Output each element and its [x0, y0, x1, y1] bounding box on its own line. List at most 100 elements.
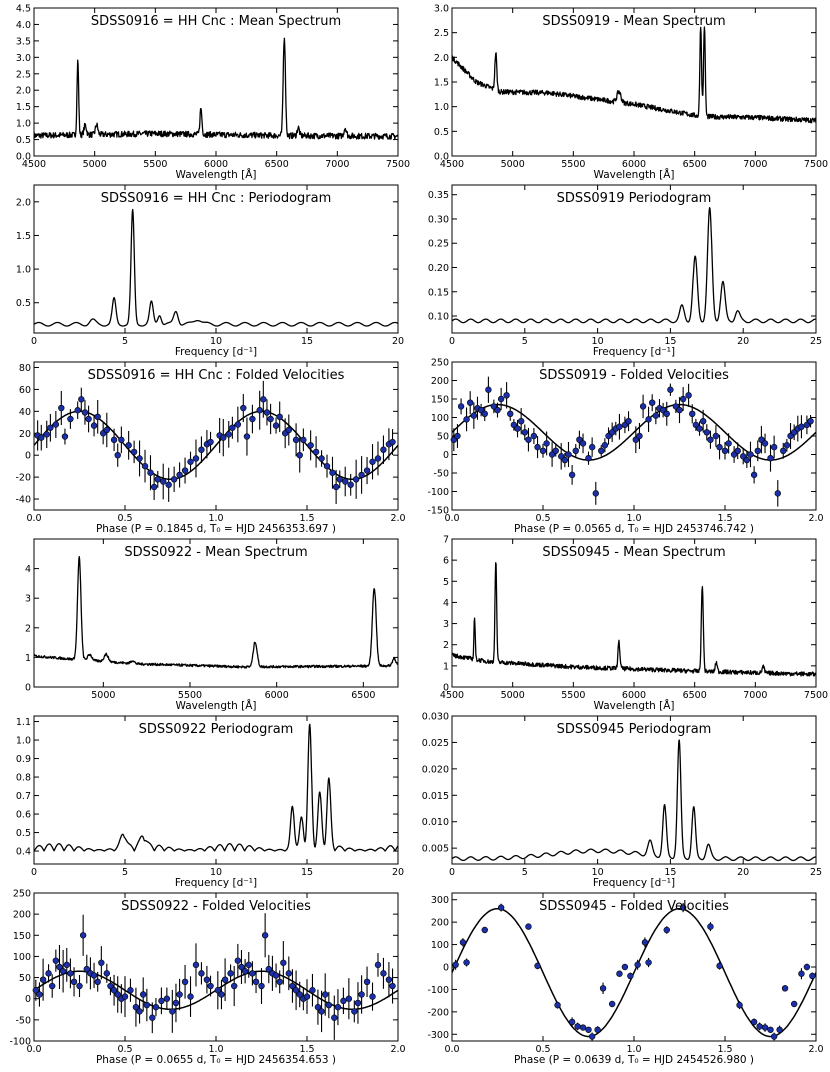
x-tick-label: 10 — [210, 336, 222, 347]
velocity-point — [149, 1014, 156, 1021]
velocity-point — [521, 429, 528, 436]
velocity-point — [220, 434, 227, 441]
velocity-point — [147, 469, 154, 476]
velocity-point — [225, 431, 232, 438]
y-tick-label: 50 — [19, 973, 31, 984]
x-axis-label: Phase (P = 0.0565 d, T₀ = HJD 2453746.74… — [514, 523, 754, 535]
velocity-point — [56, 963, 63, 971]
y-tick-label: 0 — [443, 683, 449, 694]
y-tick-label: 1.0 — [16, 736, 31, 747]
x-tick-label: 1.0 — [208, 1044, 223, 1055]
velocity-point — [336, 476, 343, 483]
x-tick-label: 25 — [810, 867, 822, 878]
x-tick-label: 0.5 — [117, 1044, 132, 1055]
velocity-point — [679, 395, 687, 403]
x-tick-label: 10 — [210, 867, 222, 878]
plot-frame — [451, 715, 817, 865]
velocity-point — [114, 991, 121, 998]
velocity-point — [363, 467, 371, 474]
velocity-point — [534, 962, 541, 970]
velocity-point — [514, 425, 521, 432]
velocity-point — [47, 424, 54, 431]
velocity-point — [38, 434, 45, 441]
periodogram-line — [451, 739, 817, 862]
velocity-point — [761, 440, 769, 447]
velocity-point — [608, 1000, 616, 1008]
velocity-point — [374, 455, 382, 462]
spectrum-line — [33, 37, 399, 140]
velocity-point — [743, 456, 751, 464]
velocity-point — [507, 410, 514, 417]
y-tick-label: 0.015 — [422, 791, 449, 802]
y-tick-label: 1.5 — [434, 78, 449, 89]
velocity-point — [292, 987, 300, 994]
velocity-point — [334, 1003, 342, 1011]
velocity-point — [685, 392, 692, 399]
x-tick-label: 1.0 — [626, 513, 641, 524]
velocity-point — [141, 462, 149, 470]
velocity-point — [36, 991, 43, 998]
velocity-point — [207, 982, 214, 990]
velocity-point — [616, 423, 623, 430]
y-tick-label: 0.5 — [16, 135, 31, 146]
velocity-point — [592, 490, 599, 497]
velocity-point — [594, 1026, 601, 1033]
velocity-point — [121, 993, 129, 1000]
y-tick-label: 0.8 — [16, 773, 31, 784]
x-tick-label: 5000 — [501, 690, 525, 701]
velocity-point — [497, 395, 505, 403]
velocity-point — [98, 959, 105, 966]
velocity-point — [385, 976, 393, 983]
velocity-point — [198, 446, 205, 453]
velocity-point — [712, 432, 720, 440]
x-tick-label: 5 — [122, 336, 128, 347]
velocity-point — [48, 982, 56, 990]
velocity-point — [325, 1001, 333, 1009]
panel-title: SDSS0919 Periodogram — [557, 191, 712, 206]
y-tick-label: 0.30 — [428, 214, 449, 225]
x-axis-label: Phase (P = 0.0639 d, T₀ = HJD 2454526.98… — [514, 1054, 754, 1066]
velocity-point — [59, 968, 67, 975]
velocity-point — [143, 1001, 151, 1009]
velocity-point — [347, 481, 354, 488]
velocity-point — [689, 410, 696, 417]
velocity-point — [707, 436, 714, 443]
velocity-point — [332, 483, 340, 491]
x-tick-label: 20 — [737, 336, 749, 347]
velocity-point — [494, 406, 501, 414]
y-tick-label: 250 — [13, 889, 31, 900]
velocity-point — [616, 970, 623, 977]
panel-title: SDSS0945 - Folded Velocities — [539, 899, 729, 914]
velocity-point — [263, 409, 271, 416]
x-tick-label: 0 — [31, 867, 37, 878]
panel-title: SDSS0919 - Folded Velocities — [539, 368, 729, 383]
velocity-point — [314, 1003, 322, 1011]
velocity-point — [296, 991, 303, 998]
y-tick-label: 3.5 — [16, 36, 31, 47]
velocity-point — [176, 471, 183, 479]
velocity-point — [756, 1023, 763, 1030]
velocity-point — [58, 404, 65, 412]
velocity-point — [554, 1001, 561, 1009]
velocity-point — [679, 904, 687, 911]
y-tick-label: 20 — [19, 429, 31, 440]
spectrum-line — [33, 555, 399, 669]
velocity-point — [272, 422, 280, 429]
velocity-point — [289, 982, 296, 990]
velocity-point — [165, 481, 172, 488]
x-tick-label: 7500 — [386, 159, 410, 170]
velocity-point — [323, 462, 331, 470]
velocity-point — [107, 982, 114, 990]
velocity-point — [725, 440, 732, 447]
x-tick-label: 0.0 — [26, 513, 41, 524]
y-tick-label: 0 — [25, 994, 31, 1005]
velocity-point — [761, 1024, 769, 1031]
velocity-point — [67, 970, 74, 977]
velocity-point — [309, 987, 316, 994]
y-tick-label: 80 — [19, 363, 31, 374]
velocity-point — [345, 995, 353, 1002]
velocity-point — [296, 451, 303, 459]
velocity-point — [94, 413, 101, 421]
velocity-point — [776, 1026, 783, 1033]
velocity-point — [76, 982, 83, 990]
